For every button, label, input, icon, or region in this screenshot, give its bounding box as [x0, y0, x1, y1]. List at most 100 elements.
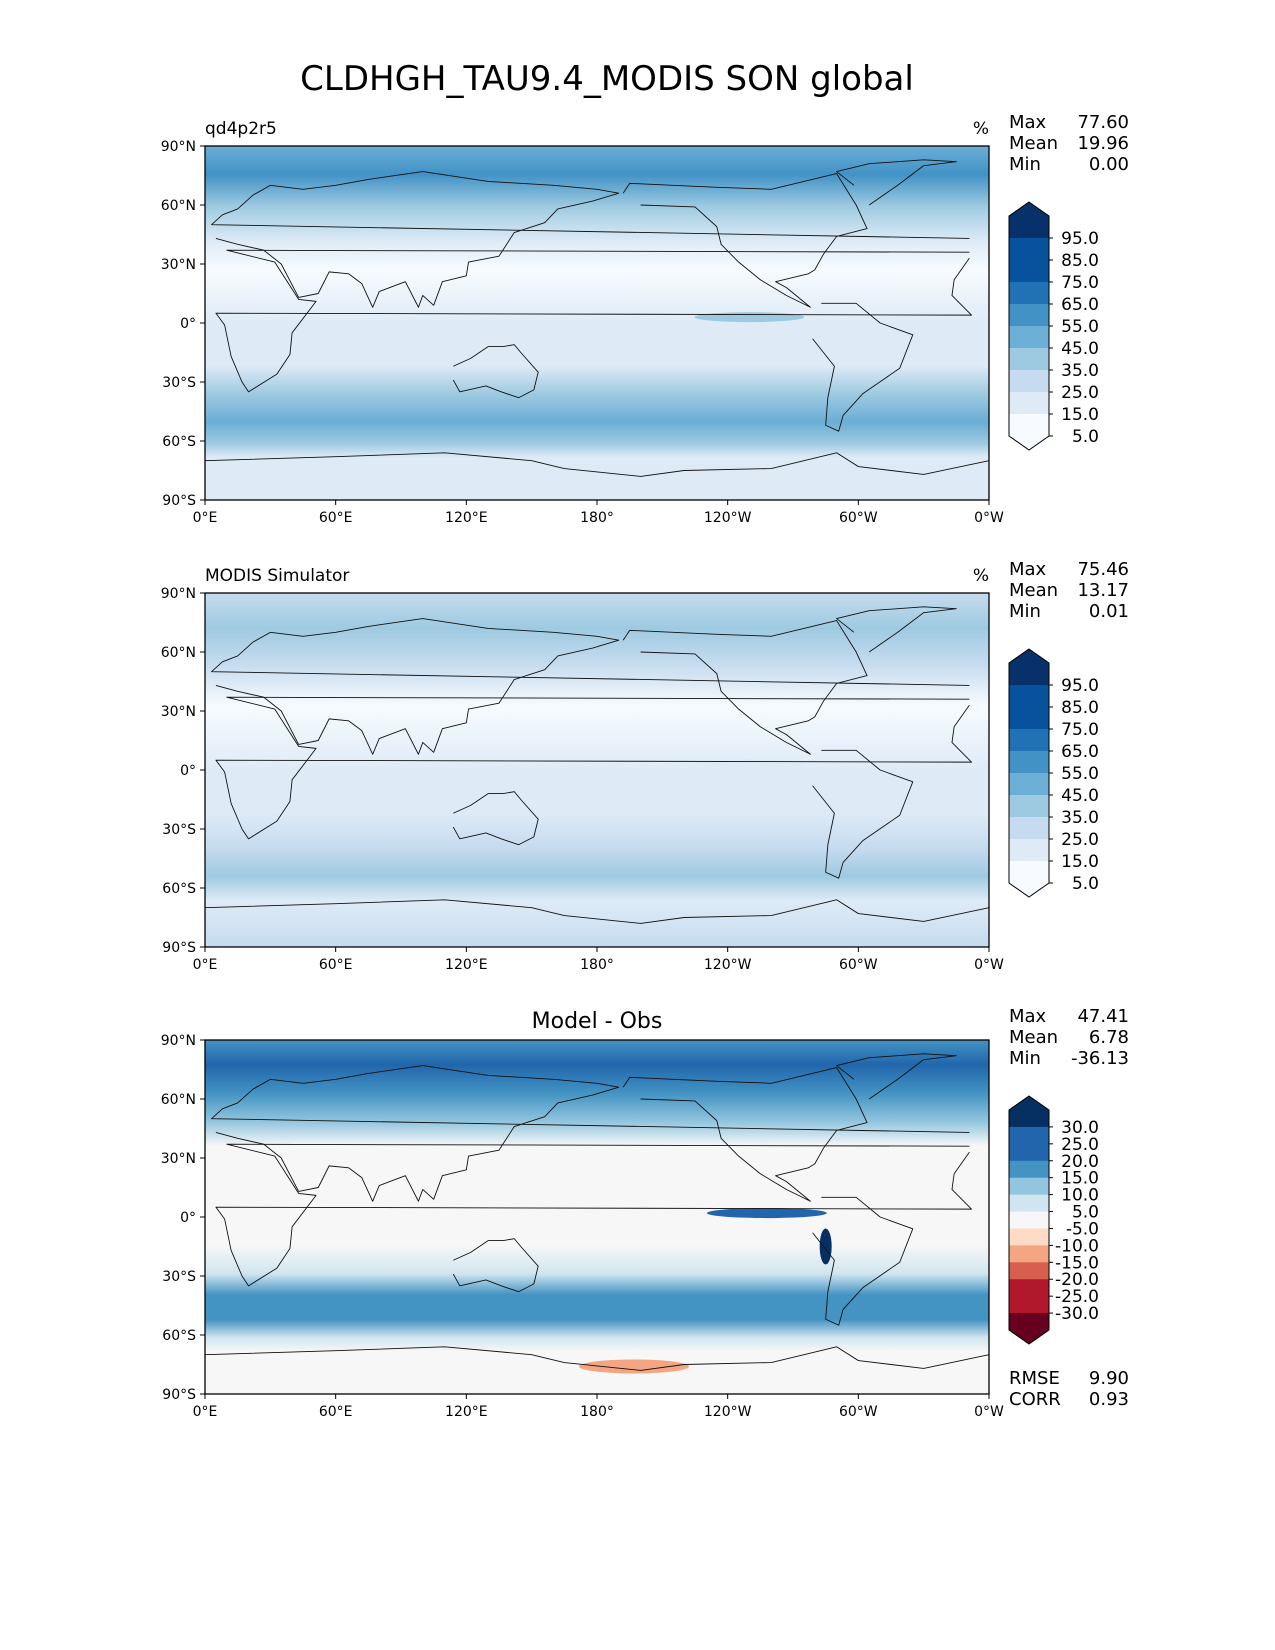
map-panel: 0°E 60°E 120°E 180° 120°W 60°W 0°W 90°N 60°N 30°N… — [161, 112, 1129, 526]
coastline-africa — [215, 249, 973, 393]
y-tick-label: 60°N — [161, 1092, 196, 1108]
coastline-australia — [452, 791, 539, 846]
y-tick-label: 90°S — [162, 493, 196, 509]
x-tick-label: 120°W — [704, 510, 752, 526]
y-tick-label: 60°N — [161, 645, 196, 661]
x-tick-label: 120°E — [445, 957, 488, 973]
colorbar-tick-label: 85.0 — [1061, 251, 1099, 271]
itcz-band — [706, 1208, 827, 1219]
colorbar-segment — [1009, 304, 1049, 327]
colorbar-segment — [1009, 1228, 1049, 1246]
stat-label: Max — [1009, 1006, 1047, 1027]
stat-label: Min — [1009, 1048, 1041, 1069]
colorbar-segment — [1009, 839, 1049, 862]
colorbar-tick-label: 30.0 — [1061, 1118, 1099, 1138]
colorbar-tick-label: -25.0 — [1055, 1287, 1099, 1307]
stat-value: 19.96 — [1077, 133, 1129, 154]
stat-value: 6.78 — [1089, 1027, 1129, 1048]
coastline-antarctica — [204, 1346, 990, 1371]
stat-value: 77.60 — [1077, 112, 1129, 133]
panel-left-title: qd4p2r5 — [205, 119, 277, 139]
y-tick-label: 90°S — [162, 1387, 196, 1403]
map-panel: 0°E 60°E 120°E 180° 120°W 60°W 0°W 90°N 60°N 30°N… — [161, 559, 1129, 973]
figure-title: CLDHGH_TAU9.4_MODIS SON global — [300, 59, 914, 99]
colorbar-tick-label: -15.0 — [1055, 1253, 1099, 1273]
colorbar-segment — [1009, 663, 1049, 686]
y-tick-label: 0° — [180, 763, 196, 779]
y-tick-label: 30°N — [161, 1151, 196, 1167]
coastline-namerica — [622, 1067, 868, 1202]
colorbar-segment — [1009, 1194, 1049, 1213]
x-tick-label: 0°E — [193, 510, 218, 526]
colorbar-tick-label: 35.0 — [1061, 361, 1099, 381]
colorbar-tick-label: 95.0 — [1061, 676, 1099, 696]
colorbar-tick-label: 20.0 — [1061, 1152, 1099, 1172]
coastline-australia — [452, 344, 539, 399]
coastline-antarctica — [204, 452, 990, 477]
coastline-greenland — [836, 159, 957, 206]
x-tick-label: 120°W — [704, 1404, 752, 1420]
map-panel: 0°E 60°E 120°E 180° 120°W 60°W 0°W 90°N 60°N 30°N… — [161, 1006, 1129, 1420]
metric-label: RMSE — [1009, 1368, 1060, 1389]
colorbar-tick-label: 5.0 — [1072, 427, 1099, 447]
stat-label: Min — [1009, 154, 1041, 175]
y-tick-label: 0° — [180, 1210, 196, 1226]
coastline-antarctica — [204, 899, 990, 924]
x-tick-label: 120°E — [445, 510, 488, 526]
stat-label: Max — [1009, 559, 1047, 580]
x-tick-label: 0°W — [974, 957, 1004, 973]
coastline-samerica — [812, 749, 914, 879]
coastline-eurasia — [211, 171, 970, 308]
panel-units: % — [973, 119, 989, 139]
colorbar-segment — [1009, 1313, 1049, 1331]
stat-value: 0.01 — [1089, 601, 1129, 622]
colorbar-tick-label: 65.0 — [1061, 742, 1099, 762]
panel-center-title: Model - Obs — [532, 1009, 663, 1034]
colorbar-segment — [1009, 707, 1049, 730]
colorbar-segment — [1009, 282, 1049, 305]
antarctic-anomaly — [579, 1359, 690, 1374]
x-tick-label: 60°E — [319, 510, 353, 526]
itcz-band — [694, 759, 805, 770]
x-tick-label: 120°W — [704, 957, 752, 973]
colorbar-segment — [1009, 817, 1049, 840]
coastline-samerica — [812, 302, 914, 432]
colorbar-tick-label: -20.0 — [1055, 1270, 1099, 1290]
colorbar-tick-label: 75.0 — [1061, 720, 1099, 740]
y-tick-label: 0° — [180, 316, 196, 332]
colorbar-tick-label: 5.0 — [1072, 874, 1099, 894]
colorbar-segment — [1009, 414, 1049, 437]
coastline-namerica — [622, 620, 868, 755]
colorbar-tick-label: 95.0 — [1061, 229, 1099, 249]
x-tick-label: 0°W — [974, 510, 1004, 526]
stat-label: Mean — [1009, 1027, 1058, 1048]
field-fill — [205, 146, 989, 500]
stat-value: 13.17 — [1077, 580, 1129, 601]
colorbar-segment — [1009, 1143, 1049, 1162]
y-tick-label: 60°S — [162, 1328, 196, 1344]
colorbar-extend-bottom — [1009, 1330, 1049, 1344]
stat-label: Mean — [1009, 133, 1058, 154]
colorbar-tick-label: 25.0 — [1061, 1135, 1099, 1155]
colorbar-tick-label: 5.0 — [1072, 1203, 1099, 1223]
coastline-eurasia — [211, 1065, 970, 1202]
x-tick-label: 60°W — [839, 510, 878, 526]
colorbar-segment — [1009, 1211, 1049, 1229]
colorbar-segment — [1009, 861, 1049, 884]
colorbar-segment — [1009, 1126, 1049, 1145]
y-tick-label: 30°S — [162, 375, 196, 391]
colorbar-tick-label: -30.0 — [1055, 1304, 1099, 1324]
colorbar-segment — [1009, 326, 1049, 349]
colorbar-tick-label: 15.0 — [1061, 405, 1099, 425]
stat-value: -36.13 — [1071, 1048, 1129, 1069]
stat-value: 75.46 — [1077, 559, 1129, 580]
x-tick-label: 0°W — [974, 1404, 1004, 1420]
coastline-australia — [452, 1238, 539, 1293]
x-tick-label: 60°W — [839, 957, 878, 973]
x-tick-label: 120°E — [445, 1404, 488, 1420]
colorbar-tick-label: 45.0 — [1061, 786, 1099, 806]
colorbar-frame — [1008, 648, 1050, 898]
y-tick-label: 30°S — [162, 1269, 196, 1285]
colorbar-tick-label: 15.0 — [1061, 1169, 1099, 1189]
